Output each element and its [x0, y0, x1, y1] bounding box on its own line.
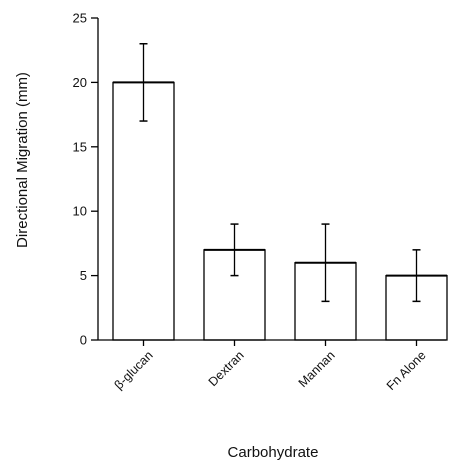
y-axis-title: Directional Migration (mm): [14, 72, 31, 248]
x-tick-label: Fn Alone: [384, 348, 429, 393]
y-tick-label: 25: [73, 11, 87, 26]
y-tick-label: 20: [73, 75, 87, 90]
x-axis-title: Carbohydrate: [228, 444, 319, 461]
y-tick-label: 10: [73, 204, 87, 219]
error-bars-group: [139, 43, 421, 303]
bars-group: [112, 81, 448, 341]
y-axis: 0 5 10 15 20 25: [73, 11, 99, 348]
y-tick-label: 0: [80, 333, 87, 348]
y-tick-label: 15: [73, 139, 87, 154]
x-tick-label: β-glucan: [112, 348, 156, 392]
y-tick-label: 5: [80, 268, 87, 283]
x-axis: β-glucan Dextran Mannan Fn Alone: [98, 339, 446, 393]
x-tick-label: Mannan: [296, 348, 338, 390]
x-tick-label: Dextran: [206, 348, 247, 389]
